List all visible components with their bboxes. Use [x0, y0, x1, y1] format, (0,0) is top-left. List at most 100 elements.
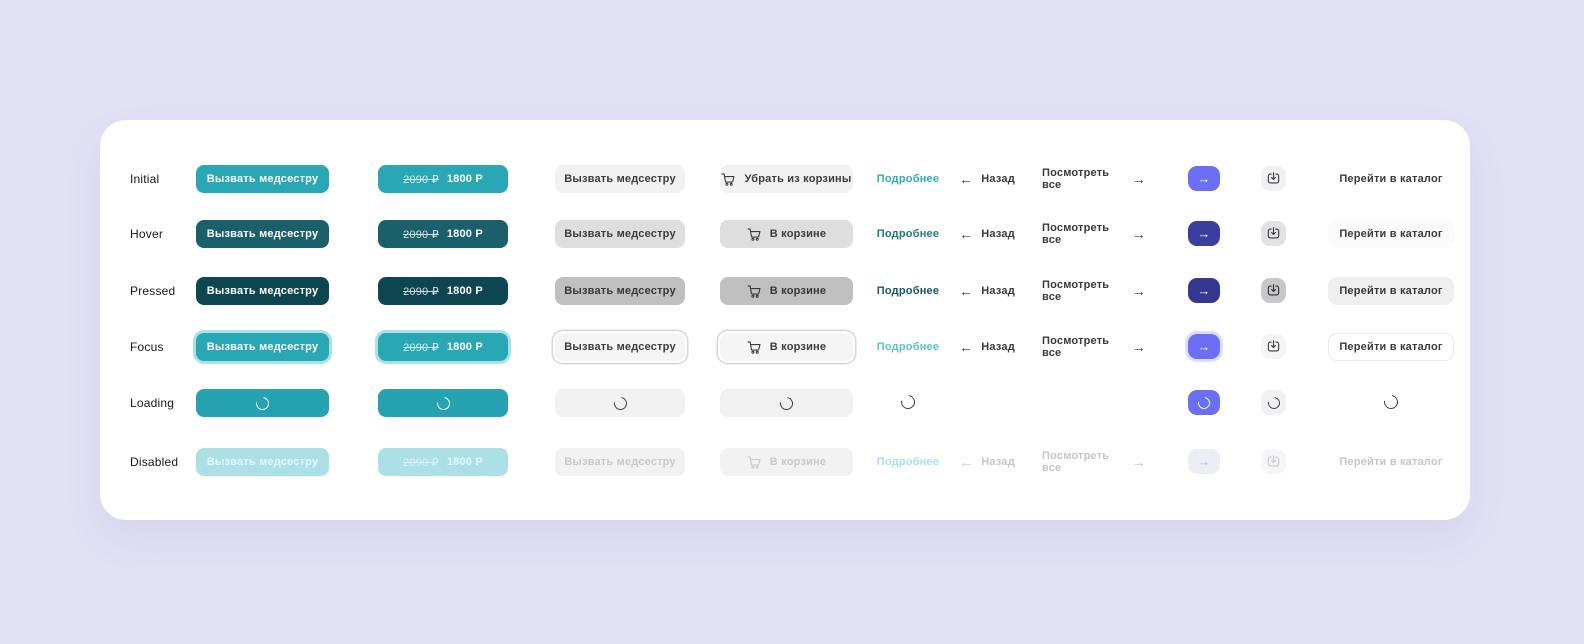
view-all-link[interactable]: Посмотреть все →	[1042, 333, 1146, 361]
save-icon-button[interactable]	[1261, 334, 1286, 359]
cart-button-label: Убрать из корзины	[744, 173, 852, 185]
back-label: Назад	[981, 285, 1015, 297]
back-label: Назад	[981, 228, 1015, 240]
call-nurse-secondary-button[interactable]: Вызвать медсестру	[555, 165, 685, 193]
spinner-icon	[253, 393, 272, 413]
call-nurse-label: Вызвать медсестру	[206, 341, 319, 353]
arrow-right-icon: →	[1131, 454, 1146, 470]
catalog-button[interactable]: Перейти в каталог	[1328, 277, 1454, 305]
details-link[interactable]: Подробнее	[862, 333, 954, 361]
call-nurse-secondary-button[interactable]	[555, 389, 685, 417]
price-button[interactable]: 2090 ₽ 1800 Р	[378, 333, 508, 361]
spinner-icon	[433, 393, 453, 413]
details-link[interactable]: Подробнее	[862, 277, 954, 305]
catalog-button[interactable]: Перейти в каталог	[1328, 220, 1454, 248]
cart-button-label: В корзине	[769, 285, 827, 297]
call-nurse-label: Вызвать медсестру	[206, 228, 319, 240]
call-nurse-secondary-button: Вызвать медсестру	[555, 448, 685, 476]
view-all-link[interactable]: Посмотреть все →	[1042, 277, 1146, 305]
price-button: 2090 ₽ 1800 Р	[378, 448, 508, 476]
arrow-icon-button[interactable]: →	[1188, 334, 1220, 359]
in-cart-button[interactable]	[720, 389, 853, 417]
price-button[interactable]: 2090 ₽ 1800 Р	[378, 220, 508, 248]
spinner-icon	[610, 393, 630, 413]
arrow-icon-button[interactable]	[1188, 390, 1220, 415]
arrow-right-icon: →	[1131, 171, 1146, 187]
arrow-icon-button[interactable]: →	[1188, 221, 1220, 246]
call-nurse-label: Вызвать медсестру	[206, 173, 319, 185]
back-link[interactable]: ← Назад	[952, 165, 1022, 193]
save-icon-button[interactable]	[1261, 221, 1286, 246]
call-nurse-secondary-label: Вызвать медсестру	[564, 456, 676, 468]
in-cart-button[interactable]: В корзине	[720, 333, 853, 361]
call-nurse-button[interactable]: Вызвать медсестру	[196, 333, 329, 361]
in-cart-button[interactable]: В корзине	[720, 277, 853, 305]
spinner-icon	[777, 393, 796, 413]
new-price: 1800 Р	[446, 341, 483, 353]
back-label: Назад	[981, 341, 1015, 353]
catalog-label: Перейти в каталог	[1339, 456, 1443, 468]
price-button[interactable]	[378, 389, 508, 417]
state-row-loading: Loading	[0, 389, 1584, 417]
arrow-icon-button[interactable]: →	[1188, 166, 1220, 191]
save-icon-button[interactable]	[1261, 278, 1286, 303]
spinner-icon	[1265, 394, 1282, 411]
arrow-right-icon: →	[1131, 283, 1146, 299]
call-nurse-secondary-button[interactable]: Вызвать медсестру	[555, 333, 685, 361]
call-nurse-secondary-button[interactable]: Вызвать медсестру	[555, 277, 685, 305]
call-nurse-secondary-button[interactable]: Вызвать медсестру	[555, 220, 685, 248]
catalog-label: Перейти в каталог	[1339, 285, 1443, 297]
view-all-label: Посмотреть все	[1042, 279, 1110, 303]
arrow-left-icon: ←	[959, 226, 974, 242]
call-nurse-button[interactable]: Вызвать медсестру	[196, 165, 329, 193]
back-link[interactable]: ← Назад	[952, 220, 1022, 248]
back-link[interactable]: ← Назад	[952, 333, 1022, 361]
catalog-button[interactable]: Перейти в каталог	[1328, 333, 1454, 361]
save-icon-button[interactable]	[1261, 390, 1286, 415]
remove-from-cart-button[interactable]: Убрать из корзины	[720, 165, 853, 193]
state-row-pressed: Pressed Вызвать медсестру 2090 ₽ 1800 Р …	[0, 277, 1584, 305]
state-row-initial: Initial Вызвать медсестру 2090 ₽ 1800 Р …	[0, 165, 1584, 193]
spinner-icon	[1195, 394, 1213, 411]
old-price: 2090 ₽	[403, 228, 439, 241]
price-button[interactable]: 2090 ₽ 1800 Р	[378, 165, 508, 193]
details-label: Подробнее	[876, 456, 940, 468]
arrow-icon-button[interactable]: →	[1188, 278, 1220, 303]
state-row-disabled: Disabled Вызвать медсестру 2090 ₽ 1800 Р…	[0, 448, 1584, 476]
new-price: 1800 Р	[446, 285, 483, 297]
state-label: Hover	[130, 227, 164, 241]
cart-icon	[721, 172, 736, 187]
call-nurse-button[interactable]: Вызвать медсестру	[196, 277, 329, 305]
back-link[interactable]: ← Назад	[952, 277, 1022, 305]
call-nurse-button[interactable]: Вызвать медсестру	[196, 220, 329, 248]
new-price: 1800 Р	[446, 173, 483, 185]
view-all-label: Посмотреть все	[1042, 450, 1110, 474]
back-label: Назад	[981, 456, 1015, 468]
arrow-icon-button: →	[1188, 449, 1220, 474]
arrow-left-icon: ←	[959, 339, 974, 355]
arrow-right-icon: →	[1197, 339, 1211, 354]
details-label: Подробнее	[876, 173, 940, 185]
call-nurse-button[interactable]	[196, 389, 329, 417]
state-label: Focus	[130, 340, 164, 354]
save-icon-button[interactable]	[1261, 166, 1286, 191]
details-link[interactable]: Подробнее	[862, 165, 954, 193]
state-label: Loading	[130, 396, 175, 410]
arrow-right-icon: →	[1197, 171, 1211, 186]
call-nurse-secondary-label: Вызвать медсестру	[564, 173, 676, 185]
details-link[interactable]: Подробнее	[862, 220, 954, 248]
view-all-link[interactable]: Посмотреть все →	[1042, 220, 1146, 248]
in-cart-button[interactable]: В корзине	[720, 220, 853, 248]
catalog-button[interactable]: Перейти в каталог	[1328, 165, 1454, 193]
back-label: Назад	[981, 173, 1015, 185]
price-button[interactable]: 2090 ₽ 1800 Р	[378, 277, 508, 305]
state-label: Disabled	[130, 455, 179, 469]
view-all-label: Посмотреть все	[1042, 335, 1110, 359]
old-price: 2090 ₽	[403, 285, 439, 298]
state-label: Pressed	[130, 284, 176, 298]
view-all-link[interactable]: Посмотреть все →	[1042, 165, 1146, 193]
state-row-hover: Hover Вызвать медсестру 2090 ₽ 1800 Р Вы…	[0, 220, 1584, 248]
state-label: Initial	[130, 172, 160, 186]
save-icon-button	[1261, 449, 1286, 474]
call-nurse-label: Вызвать медсестру	[206, 456, 319, 468]
